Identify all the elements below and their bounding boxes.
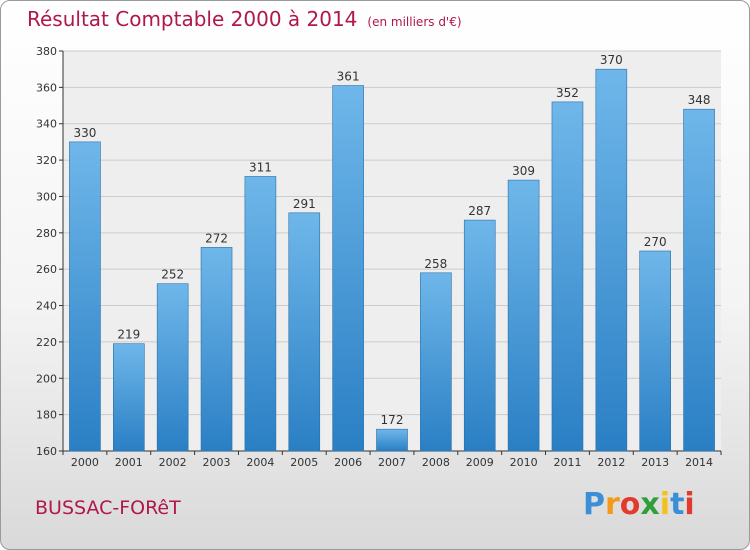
logo-letter: t bbox=[670, 487, 685, 522]
logo-letter: o bbox=[619, 487, 641, 522]
commune-name: BUSSAC-FORêT bbox=[35, 497, 181, 519]
bar-value-label: 219 bbox=[117, 328, 140, 342]
y-tick-label: 380 bbox=[36, 45, 57, 58]
bar bbox=[288, 212, 321, 452]
chart-title-text: Résultat Comptable 2000 à 2014 bbox=[27, 7, 358, 31]
bar bbox=[113, 343, 145, 452]
bar bbox=[69, 141, 101, 452]
x-tick-label: 2008 bbox=[422, 456, 450, 469]
x-tick-label: 2003 bbox=[203, 456, 231, 469]
y-tick-label: 320 bbox=[36, 154, 57, 167]
proxiti-logo: Proxiti bbox=[583, 487, 695, 522]
x-tick-label: 2012 bbox=[597, 456, 625, 469]
y-tick-label: 200 bbox=[36, 372, 57, 385]
bar bbox=[595, 68, 628, 452]
bar bbox=[156, 283, 189, 452]
bar bbox=[551, 101, 584, 452]
x-tick-label: 2002 bbox=[159, 456, 187, 469]
x-tick-label: 2007 bbox=[378, 456, 406, 469]
x-tick-label: 2010 bbox=[510, 456, 538, 469]
bar bbox=[244, 176, 277, 452]
x-tick-label: 2000 bbox=[71, 456, 99, 469]
x-tick-label: 2001 bbox=[115, 456, 143, 469]
bar bbox=[683, 108, 715, 452]
y-tick-label: 260 bbox=[36, 263, 57, 276]
bar bbox=[376, 428, 408, 452]
y-tick-label: 340 bbox=[36, 118, 57, 131]
x-tick-label: 2009 bbox=[466, 456, 494, 469]
y-tick-label: 280 bbox=[36, 227, 57, 240]
bar bbox=[420, 272, 452, 452]
x-tick-label: 2014 bbox=[685, 456, 713, 469]
x-tick-label: 2013 bbox=[641, 456, 669, 469]
bar-value-label: 311 bbox=[249, 160, 272, 174]
bar-value-label: 172 bbox=[381, 413, 404, 427]
logo-letter: r bbox=[605, 487, 620, 522]
chart-title: Résultat Comptable 2000 à 2014 (en millie… bbox=[27, 7, 462, 31]
bar-value-label: 270 bbox=[644, 235, 667, 249]
logo-letter: P bbox=[583, 487, 605, 522]
bar bbox=[639, 250, 672, 452]
bar-value-label: 309 bbox=[512, 164, 535, 178]
bar-value-label: 287 bbox=[468, 204, 491, 218]
logo-letter: i bbox=[684, 487, 695, 522]
bar-value-label: 348 bbox=[688, 93, 711, 107]
bar bbox=[332, 85, 364, 452]
y-tick-label: 220 bbox=[36, 336, 57, 349]
bar-value-label: 370 bbox=[600, 53, 623, 67]
bar-value-label: 272 bbox=[205, 231, 228, 245]
bar-value-label: 352 bbox=[556, 86, 579, 100]
y-tick-label: 240 bbox=[36, 300, 57, 313]
x-tick-label: 2011 bbox=[553, 456, 581, 469]
y-tick-label: 360 bbox=[36, 81, 57, 94]
bar bbox=[507, 179, 540, 452]
bar-value-label: 252 bbox=[161, 268, 184, 282]
y-tick-label: 180 bbox=[36, 409, 57, 422]
bar-value-label: 291 bbox=[293, 197, 316, 211]
bar bbox=[200, 247, 233, 452]
bar-value-label: 258 bbox=[424, 257, 447, 271]
y-tick-label: 300 bbox=[36, 190, 57, 203]
bar-value-label: 361 bbox=[337, 70, 360, 84]
x-tick-label: 2006 bbox=[334, 456, 362, 469]
chart-subtitle: (en milliers d'€) bbox=[367, 15, 462, 29]
y-tick-label: 160 bbox=[36, 445, 57, 458]
x-tick-label: 2005 bbox=[290, 456, 318, 469]
logo-letter: i bbox=[659, 487, 671, 522]
x-tick-label: 2004 bbox=[246, 456, 274, 469]
bar bbox=[463, 219, 496, 452]
bar-value-label: 330 bbox=[73, 126, 96, 140]
logo-letter: x bbox=[640, 487, 660, 522]
